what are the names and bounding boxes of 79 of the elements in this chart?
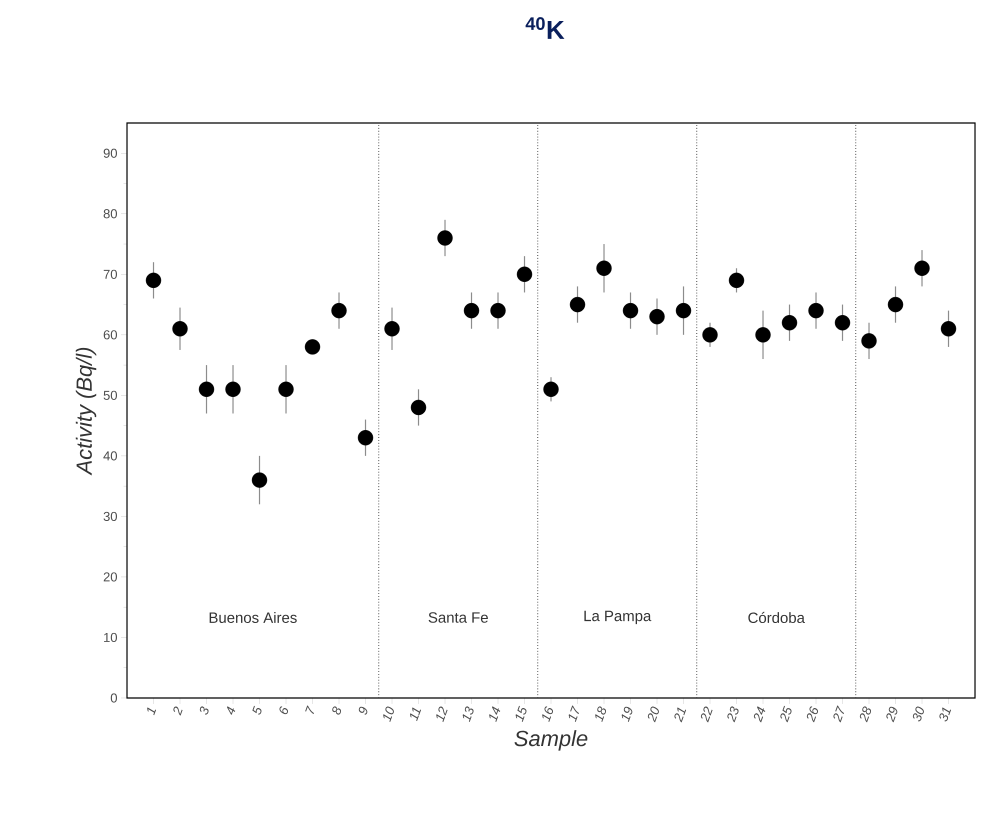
x-tick-label: 9 bbox=[358, 706, 368, 715]
x-tick-label: 6 bbox=[279, 706, 288, 714]
point bbox=[649, 308, 665, 324]
annotation: Córdoba bbox=[748, 612, 805, 624]
y-tick-label: 90 bbox=[104, 148, 117, 158]
annotation: Buenos Aires bbox=[210, 612, 297, 623]
x-tick-label: 17 bbox=[568, 705, 579, 722]
point bbox=[252, 472, 268, 488]
x-tick-label: 1 bbox=[147, 707, 156, 716]
x-tick-label: 5 bbox=[252, 706, 262, 715]
x-tick-label: 2 bbox=[173, 706, 183, 716]
y-tick-label: 20 bbox=[104, 572, 117, 582]
point bbox=[331, 302, 347, 318]
point bbox=[384, 321, 400, 336]
point bbox=[437, 230, 453, 246]
point bbox=[198, 382, 214, 397]
x-tick-label: 28 bbox=[860, 706, 872, 722]
x-tick-label: 25 bbox=[780, 706, 792, 722]
point bbox=[464, 302, 480, 318]
point bbox=[808, 302, 824, 318]
point bbox=[146, 272, 162, 288]
annotation: Santa Fe bbox=[428, 612, 488, 623]
point bbox=[622, 302, 638, 318]
point bbox=[888, 296, 904, 312]
point bbox=[861, 333, 877, 349]
x-tick-label: 20 bbox=[648, 706, 659, 722]
point bbox=[676, 302, 692, 318]
point bbox=[570, 296, 586, 312]
x-tick-label: 10 bbox=[383, 706, 394, 722]
point bbox=[728, 272, 744, 288]
chart-title: $^{40}$K bbox=[526, 17, 564, 39]
x-tick-label: 23 bbox=[727, 706, 739, 722]
y-tick-label: 60 bbox=[104, 330, 117, 340]
x-tick-label: 29 bbox=[886, 706, 898, 722]
y-tick-label: 80 bbox=[104, 209, 117, 218]
x-tick-label: 15 bbox=[516, 706, 526, 722]
point bbox=[358, 430, 374, 446]
x-tick-label: 8 bbox=[332, 706, 342, 715]
x-tick-label: 30 bbox=[912, 706, 924, 722]
point bbox=[702, 327, 718, 343]
point bbox=[782, 315, 798, 330]
x-tick-label: 24 bbox=[754, 706, 766, 722]
point bbox=[278, 382, 294, 397]
point bbox=[914, 260, 930, 276]
x-tick-label: 3 bbox=[200, 706, 209, 715]
x-tick-label: 16 bbox=[542, 706, 554, 722]
point bbox=[304, 339, 320, 355]
x-tick-label: 7 bbox=[305, 705, 314, 714]
y-axis-title: Activity (Bq/l) bbox=[76, 348, 96, 476]
point bbox=[490, 302, 506, 318]
point bbox=[940, 321, 956, 336]
point bbox=[172, 321, 188, 336]
point bbox=[225, 382, 241, 397]
x-tick-label: 13 bbox=[462, 706, 474, 722]
x-tick-label: 14 bbox=[489, 706, 500, 722]
x-tick-label: 27 bbox=[833, 705, 844, 722]
point bbox=[410, 400, 426, 416]
x-tick-label: 22 bbox=[700, 706, 713, 722]
y-tick-label: 30 bbox=[104, 512, 117, 521]
point bbox=[834, 315, 850, 330]
x-tick-label: 26 bbox=[806, 706, 818, 722]
point bbox=[596, 260, 612, 276]
x-tick-label: 4 bbox=[227, 706, 236, 715]
x-tick-label: 12 bbox=[436, 706, 448, 722]
x-axis-title: Sample bbox=[514, 730, 588, 751]
x-tick-label: 19 bbox=[622, 706, 632, 722]
y-tick-label: 50 bbox=[104, 390, 117, 400]
x-tick-label: 18 bbox=[595, 706, 606, 722]
y-tick-label: 40 bbox=[103, 451, 117, 460]
x-tick-label: 31 bbox=[939, 707, 952, 722]
point bbox=[516, 266, 532, 282]
x-tick-label: 11 bbox=[410, 707, 422, 722]
point bbox=[755, 327, 771, 343]
y-tick-label: 70 bbox=[104, 270, 117, 279]
y-tick-label: 10 bbox=[104, 632, 117, 642]
x-tick-label: 21 bbox=[674, 707, 686, 722]
annotation: La Pampa bbox=[584, 610, 652, 624]
y-tick-label: 0 bbox=[110, 693, 117, 703]
point bbox=[543, 382, 559, 397]
